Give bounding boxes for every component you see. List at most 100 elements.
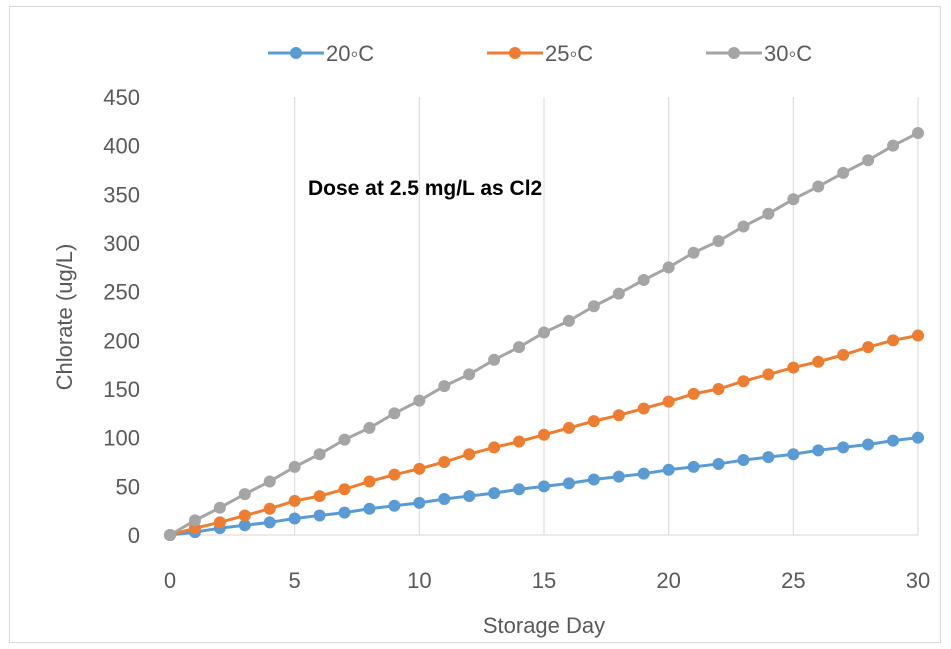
data-point: [313, 490, 326, 503]
data-point: [488, 487, 501, 500]
data-point: [912, 329, 924, 342]
data-point: [164, 529, 176, 541]
data-point: [862, 341, 875, 354]
data-point: [612, 470, 625, 483]
legend-swatch-marker: [728, 47, 740, 59]
y-tick-label: 350: [103, 182, 140, 207]
data-point: [363, 502, 376, 515]
data-point: [463, 490, 476, 503]
data-point: [388, 407, 401, 420]
x-tick-label: 30: [906, 568, 930, 593]
data-point: [338, 433, 351, 446]
data-point: [912, 431, 924, 444]
data-point: [637, 402, 650, 415]
data-point: [363, 421, 376, 434]
y-tick-label: 50: [116, 474, 140, 499]
data-point: [737, 220, 750, 233]
data-point: [338, 483, 351, 496]
data-point: [662, 261, 675, 274]
data-point: [712, 457, 725, 470]
data-point: [862, 154, 875, 167]
y-tick-label: 300: [103, 231, 140, 256]
data-point: [612, 287, 625, 300]
data-point: [787, 448, 800, 461]
x-tick-label: 20: [656, 568, 680, 593]
data-point: [562, 477, 575, 490]
legend-label: 25◦C: [545, 41, 593, 66]
y-tick-label: 450: [103, 85, 140, 110]
data-point: [812, 180, 825, 193]
legend-label: 30◦C: [764, 41, 812, 66]
legend-swatch-marker: [509, 47, 521, 59]
data-point: [438, 456, 451, 468]
data-point: [513, 341, 526, 354]
data-point: [238, 488, 251, 501]
data-point: [587, 300, 600, 313]
data-point: [837, 348, 850, 361]
data-point: [887, 334, 900, 347]
data-point: [413, 496, 426, 509]
data-point: [562, 421, 575, 434]
legend-label: 20◦C: [326, 41, 374, 66]
data-point: [488, 441, 501, 454]
data-point: [538, 326, 550, 339]
data-point: [762, 207, 775, 220]
data-point: [538, 480, 550, 493]
data-point: [887, 139, 900, 152]
chart-annotation: Dose at 2.5 mg/L as Cl2: [308, 177, 542, 200]
data-point: [687, 387, 700, 400]
data-point: [837, 166, 850, 179]
data-point: [637, 273, 650, 286]
data-point: [288, 460, 301, 473]
data-point: [787, 193, 800, 206]
data-point: [288, 512, 301, 525]
gridlines: [294, 97, 919, 535]
legend-item-2: 30◦C: [706, 41, 812, 66]
x-tick-labels: 0 5 10 15 20 25 30: [164, 568, 930, 593]
data-point: [313, 448, 326, 461]
data-point: [388, 499, 401, 512]
data-point: [288, 494, 301, 507]
series-1: [164, 329, 924, 541]
x-tick-label: 15: [532, 568, 556, 593]
x-axis-title: Storage Day: [483, 613, 605, 638]
data-point: [363, 475, 376, 488]
data-point: [887, 434, 900, 447]
y-tick-label: 0: [128, 523, 140, 548]
data-point: [837, 441, 850, 454]
legend-item-1: 25◦C: [487, 41, 593, 66]
legend-swatch-marker: [290, 47, 302, 59]
data-point: [213, 501, 226, 514]
data-point: [687, 460, 700, 473]
data-point: [712, 383, 725, 395]
data-point: [513, 435, 526, 448]
data-point: [413, 462, 426, 475]
data-point: [513, 483, 526, 496]
data-point: [812, 355, 825, 368]
data-point: [388, 468, 401, 481]
legend-item-0: 20◦C: [268, 41, 374, 66]
data-point: [737, 454, 750, 467]
data-point: [263, 516, 276, 529]
data-point: [263, 502, 276, 515]
y-tick-labels: 0 50 100 150 200 250 300 350 400 450: [103, 85, 140, 548]
series-layer: [164, 127, 924, 541]
data-point: [438, 380, 451, 393]
x-tick-label: 0: [164, 568, 176, 593]
data-point: [238, 509, 251, 522]
data-point: [438, 492, 451, 505]
data-point: [413, 394, 426, 407]
data-point: [538, 428, 550, 441]
data-point: [812, 444, 825, 457]
data-point: [213, 516, 226, 529]
data-point: [587, 473, 600, 486]
x-tick-label: 25: [781, 568, 805, 593]
data-point: [238, 519, 251, 532]
data-point: [263, 475, 276, 488]
data-point: [762, 451, 775, 464]
data-point: [637, 467, 650, 480]
x-tick-label: 5: [289, 568, 301, 593]
data-point: [463, 448, 476, 461]
data-point: [712, 235, 725, 248]
